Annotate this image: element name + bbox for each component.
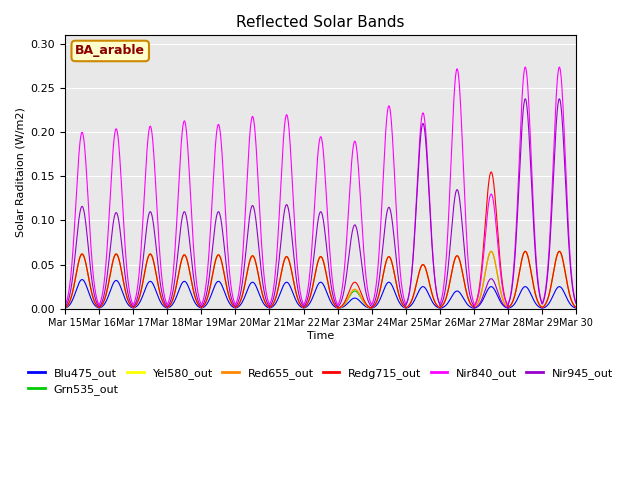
Yel580_out [163,304,170,310]
Redg715_out [175,271,182,276]
Legend: Blu475_out, Grn535_out, Yel580_out, Red655_out, Redg715_out, Nir840_out, Nir945_: Blu475_out, Grn535_out, Yel580_out, Red6… [24,363,618,400]
Grn535_out [487,249,495,254]
Blu475_out [163,305,170,311]
Grn535_out [400,303,408,309]
Yel580_out [487,249,495,254]
Line: Red655_out: Red655_out [65,252,576,308]
Blu475_out [401,305,408,311]
Red655_out [232,304,239,310]
Grn535_out [175,271,182,276]
Nir840_out [522,64,529,70]
Line: Blu475_out: Blu475_out [65,279,576,309]
Line: Yel580_out: Yel580_out [65,252,576,308]
Redg715_out [163,304,170,310]
Redg715_out [232,304,239,310]
Red655_out [175,271,182,276]
Nir945_out [163,302,170,308]
Red655_out [163,304,170,310]
Yel580_out [334,305,342,311]
Title: Reflected Solar Bands: Reflected Solar Bands [236,15,404,30]
Nir945_out [232,303,239,309]
Grn535_out [512,288,520,293]
Yel580_out [572,304,580,310]
Nir945_out [572,300,580,306]
Yel580_out [467,301,474,307]
Nir840_out [232,301,239,307]
Line: Nir945_out: Nir945_out [65,99,576,308]
Grn535_out [572,304,580,310]
Yel580_out [175,271,182,276]
Yel580_out [232,304,239,310]
Line: Nir840_out: Nir840_out [65,67,576,306]
Text: BA_arable: BA_arable [76,45,145,58]
Red655_out [400,303,408,309]
Nir840_out [572,300,580,306]
Grn535_out [163,304,170,310]
Nir840_out [467,282,474,288]
Nir840_out [61,302,69,308]
Nir945_out [61,304,69,310]
Nir945_out [522,96,529,102]
Blu475_out [232,305,240,311]
Line: Redg715_out: Redg715_out [65,172,576,308]
Blu475_out [78,276,86,282]
Blu475_out [572,305,580,311]
Red655_out [512,288,520,293]
Nir840_out [163,300,170,305]
Redg715_out [487,169,495,175]
Blu475_out [467,304,475,310]
Red655_out [61,305,69,311]
Redg715_out [334,305,342,311]
Red655_out [334,305,342,311]
Line: Grn535_out: Grn535_out [65,252,576,308]
Grn535_out [334,305,342,311]
X-axis label: Time: Time [307,331,334,341]
Blu475_out [512,299,520,304]
Yel580_out [400,303,408,309]
Redg715_out [61,305,69,311]
Nir945_out [470,305,478,311]
Nir840_out [470,303,478,309]
Nir945_out [175,242,182,248]
Nir945_out [399,300,407,305]
Red655_out [467,301,474,307]
Nir840_out [175,183,182,189]
Redg715_out [467,301,474,307]
Red655_out [487,249,495,254]
Grn535_out [61,305,69,311]
Redg715_out [572,304,580,310]
Red655_out [572,304,580,310]
Blu475_out [334,306,342,312]
Yel580_out [61,305,69,311]
Blu475_out [61,305,69,311]
Nir840_out [399,294,407,300]
Nir945_out [467,294,474,300]
Nir945_out [512,244,520,250]
Grn535_out [232,304,239,310]
Blu475_out [175,287,183,293]
Y-axis label: Solar Raditaion (W/m2): Solar Raditaion (W/m2) [15,107,25,237]
Yel580_out [512,288,520,293]
Redg715_out [512,288,520,293]
Nir840_out [512,235,520,240]
Redg715_out [400,303,408,309]
Grn535_out [467,301,474,307]
